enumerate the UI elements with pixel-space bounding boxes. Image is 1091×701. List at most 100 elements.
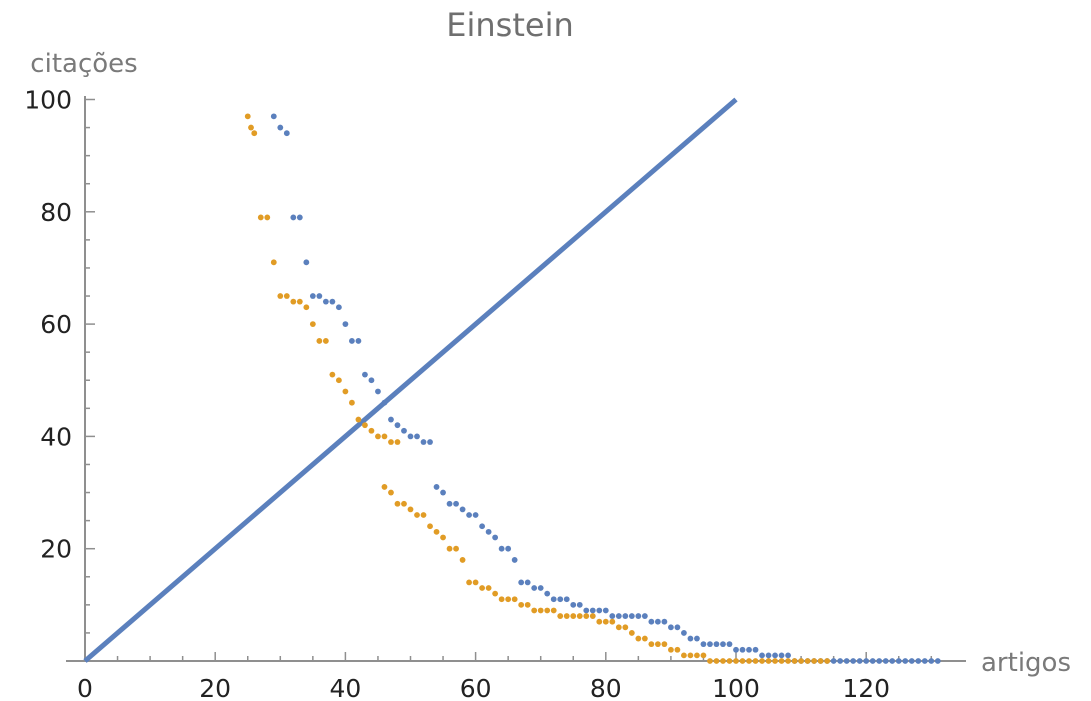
orange-data-point (785, 658, 791, 664)
blue-data-point (492, 534, 499, 541)
orange-data-point (661, 641, 668, 648)
orange-data-point (635, 635, 642, 642)
orange-data-point (563, 613, 570, 619)
orange-data-point (772, 658, 778, 664)
blue-data-point (537, 585, 544, 591)
orange-data-point (453, 545, 459, 552)
orange-data-point (518, 601, 525, 608)
orange-data-point (381, 433, 388, 440)
orange-data-point (335, 377, 342, 384)
blue-data-point (485, 528, 492, 535)
orange-data-point (309, 321, 316, 327)
blue-data-point (362, 371, 368, 378)
orange-data-point (290, 298, 297, 305)
blue-data-point (687, 635, 694, 642)
orange-data-point (401, 500, 407, 507)
orange-data-point (349, 399, 355, 406)
blue-data-point (420, 439, 427, 445)
orange-data-point (316, 338, 323, 344)
blue-data-point (609, 613, 616, 619)
orange-data-point (264, 214, 271, 221)
orange-data-point (707, 658, 713, 664)
y-tick-label: 40 (40, 422, 72, 451)
blue-data-point (694, 635, 700, 642)
orange-data-point (674, 646, 681, 653)
blue-data-point (681, 630, 687, 636)
blue-data-point (628, 613, 635, 619)
blue-data-point (869, 658, 876, 664)
blue-data-point (518, 579, 525, 586)
orange-data-point (700, 652, 707, 659)
orange-data-point (804, 658, 811, 664)
orange-data-point (244, 113, 251, 120)
orange-data-point (726, 658, 733, 664)
orange-data-point (381, 484, 388, 490)
orange-data-point (329, 371, 336, 378)
blue-data-point (596, 607, 603, 614)
blue-data-point (654, 618, 661, 625)
blue-data-point (934, 658, 941, 664)
orange-data-point (687, 652, 694, 659)
orange-data-point (492, 590, 499, 597)
blue-data-point (707, 641, 713, 648)
orange-data-point (303, 304, 310, 311)
blue-data-point (511, 557, 518, 563)
orange-data-point (739, 658, 746, 664)
orange-data-point (414, 512, 420, 518)
blue-data-point (661, 618, 668, 625)
orange-data-point (628, 630, 635, 636)
blue-data-point (674, 624, 681, 631)
orange-data-point (394, 500, 401, 507)
orange-data-point (791, 658, 798, 664)
orange-data-point (752, 658, 759, 664)
blue-data-point (765, 652, 772, 659)
blue-data-point (498, 545, 505, 552)
blue-data-point (622, 613, 629, 619)
orange-data-point (524, 601, 531, 608)
orange-data-point (537, 607, 544, 614)
orange-data-point (765, 658, 772, 664)
blue-data-point (576, 601, 583, 608)
blue-data-point (414, 433, 420, 440)
orange-data-point (342, 388, 349, 395)
orange-data-point (733, 658, 739, 664)
orange-data-point (531, 607, 538, 614)
blue-data-point (563, 596, 570, 603)
blue-data-point (466, 512, 472, 518)
blue-data-point (856, 658, 863, 664)
blue-data-point (876, 658, 883, 664)
orange-data-point (550, 607, 557, 614)
y-axis-label: citações (30, 49, 137, 79)
blue-data-point (290, 214, 297, 221)
blue-data-point (388, 416, 394, 423)
orange-data-point (654, 641, 661, 648)
blue-data-point (524, 579, 531, 586)
blue-data-point (296, 214, 303, 221)
orange-data-point (362, 422, 368, 429)
orange-data-point (440, 534, 446, 541)
blue-data-point (459, 506, 466, 513)
orange-data-point (420, 512, 427, 518)
orange-data-point (602, 618, 609, 625)
blue-data-point (531, 585, 538, 591)
x-tick-label: 80 (590, 674, 622, 701)
blue-data-point (668, 624, 674, 631)
blue-data-point (759, 652, 765, 659)
orange-data-point (759, 658, 765, 664)
blue-data-point (720, 641, 726, 648)
orange-data-point (446, 545, 453, 552)
orange-data-point (485, 585, 492, 591)
blue-data-point (381, 399, 388, 406)
orange-data-point (479, 585, 486, 591)
blue-data-point (752, 646, 759, 653)
blue-data-point (895, 658, 902, 664)
x-tick-label: 40 (329, 674, 361, 701)
orange-data-point (296, 298, 303, 305)
blue-data-point (446, 500, 453, 507)
orange-data-point (681, 652, 687, 659)
blue-data-point (778, 652, 785, 659)
blue-data-point (882, 658, 889, 664)
blue-data-point (309, 293, 316, 299)
blue-data-point (505, 545, 512, 552)
orange-data-point (368, 427, 375, 434)
